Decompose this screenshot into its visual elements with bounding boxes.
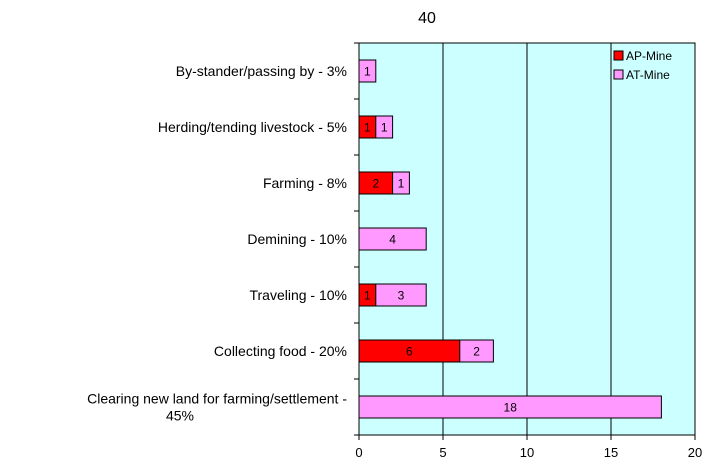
data-label: 6 <box>406 345 413 359</box>
category-label: Collecting food - 20% <box>214 343 347 359</box>
y-axis: By-stander/passing by - 3% Herding/tendin… <box>87 42 360 436</box>
category-label: Clearing new land for farming/settlement… <box>87 391 347 407</box>
category-label: By-stander/passing by - 3% <box>176 63 347 79</box>
data-label: 3 <box>398 289 405 303</box>
bars: 11 12 141 36 218 <box>358 59 662 419</box>
data-label: 1 <box>398 177 405 191</box>
category-label: Demining - 10% <box>247 231 347 247</box>
legend-label: AT-Mine <box>626 68 670 82</box>
data-label: 1 <box>364 121 371 135</box>
x-tick-label: 15 <box>604 445 618 460</box>
category-label: Herding/tending livestock - 5% <box>158 119 347 135</box>
data-label: 1 <box>364 65 371 79</box>
data-label: 2 <box>473 345 480 359</box>
legend-label: AP-Mine <box>626 49 672 63</box>
x-tick-label: 5 <box>439 445 446 460</box>
category-label: Traveling - 10% <box>249 287 347 303</box>
legend: AP-Mine AT-Mine <box>613 49 672 82</box>
x-tick-label: 0 <box>355 445 362 460</box>
legend-swatch <box>613 69 624 80</box>
chart-title: 40 <box>418 10 436 27</box>
bar-at-mine <box>459 339 494 363</box>
data-label: 2 <box>372 177 379 191</box>
bar-at-mine <box>375 115 394 139</box>
data-label: 18 <box>504 401 518 415</box>
bar-at-mine <box>375 283 427 307</box>
x-tick-label: 10 <box>520 445 534 460</box>
category-label: 45% <box>166 408 194 424</box>
category-label: Farming - 8% <box>263 175 347 191</box>
bar-at-mine <box>392 171 410 195</box>
x-tick-label: 20 <box>688 445 702 460</box>
x-axis: 0 5 10 15 20 <box>355 434 702 460</box>
data-label: 1 <box>381 121 388 135</box>
legend-swatch <box>613 50 624 61</box>
data-label: 1 <box>364 289 371 303</box>
data-label: 4 <box>389 233 396 247</box>
